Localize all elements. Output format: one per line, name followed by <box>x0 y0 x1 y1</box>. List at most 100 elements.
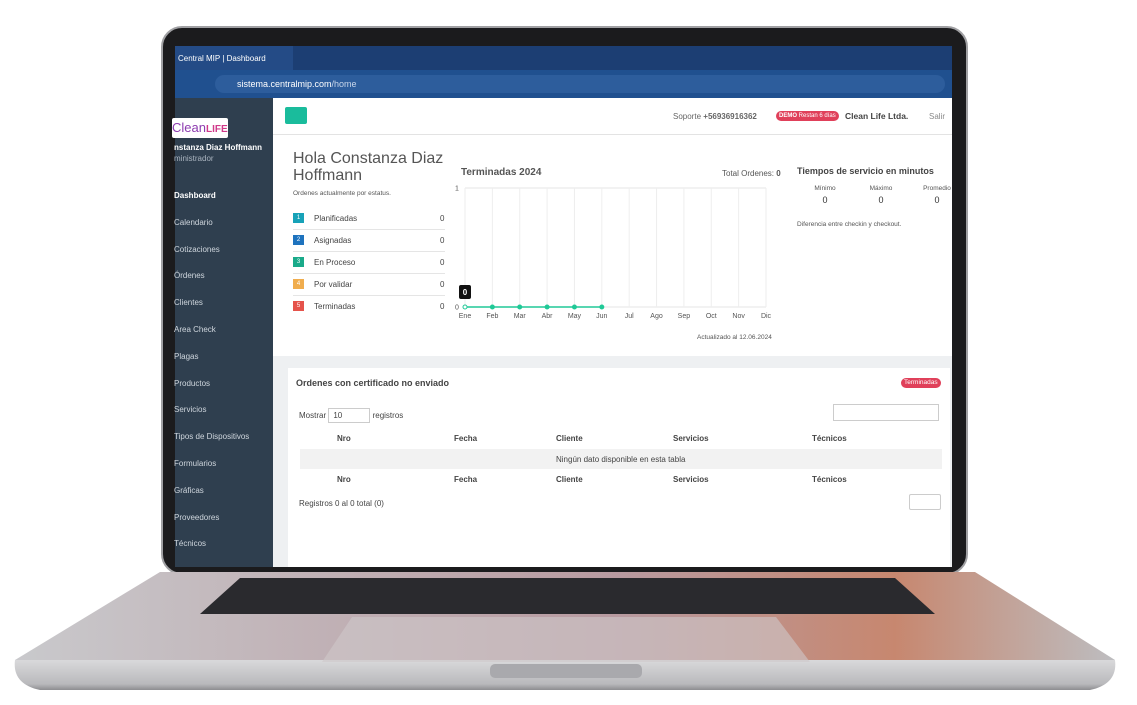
x-tick-label: Dic <box>761 313 772 320</box>
url-host: sistema.centralmip.com <box>237 79 332 89</box>
url-field[interactable] <box>215 75 945 93</box>
status-label: Terminadas <box>314 302 356 311</box>
menu-toggle[interactable] <box>285 107 307 124</box>
column-footer: Nro <box>337 475 351 484</box>
menu-item[interactable]: Gráficas <box>174 485 204 495</box>
status-badge: 5 <box>293 301 304 311</box>
menu-item[interactable]: Órdenes <box>174 271 205 281</box>
menu-item[interactable]: Plagas <box>174 351 199 361</box>
chart-updated: Actualizado al 12.06.2024 <box>697 334 772 341</box>
greeting-title: Hola Constanza Diaz Hoffmann <box>293 150 444 184</box>
user-role[interactable]: ministrador <box>174 154 214 163</box>
column-footer: Cliente <box>556 475 583 484</box>
service-label: Mínimo <box>814 185 836 192</box>
records-label: registros <box>372 411 404 420</box>
logo-a: Clean <box>172 120 206 135</box>
x-tick-label: Abr <box>542 313 554 320</box>
status-badge: 1 <box>293 213 304 223</box>
logout[interactable]: Salir <box>929 112 946 121</box>
table-info: Registros 0 al 0 total (0) <box>299 499 384 508</box>
empty-row <box>300 449 942 469</box>
menu-item[interactable]: Clientes <box>174 298 203 308</box>
status-label: Asignadas <box>314 236 352 245</box>
menu-item[interactable]: Cotizaciones <box>174 244 220 254</box>
status-count: 0 <box>440 258 445 267</box>
summary-panel: Hola Constanza Diaz Hoffmann Ordenes act… <box>273 135 952 356</box>
point <box>462 304 468 310</box>
greeting-subtitle: Ordenes actualmente por estatus. <box>293 190 391 197</box>
y-tick-label: 1 <box>455 186 459 193</box>
status-count: 0 <box>440 214 445 223</box>
page-size-control: Mostrar 10 registros <box>299 408 403 423</box>
demo-note: Restan 6 días <box>798 113 836 119</box>
point <box>489 304 495 310</box>
x-tick-label: Oct <box>706 313 717 320</box>
x-tick-label: Jun <box>596 313 607 320</box>
x-tick-label: Nov <box>732 313 745 320</box>
logo: CleanLIFE <box>172 118 228 138</box>
x-tick-label: May <box>568 313 582 320</box>
column-header: Fecha <box>454 434 478 443</box>
column-header: Servicios <box>673 434 709 443</box>
address-bar: sistema.centralmip.com/home <box>175 70 952 98</box>
url-path: /home <box>331 79 357 89</box>
empty-message: Ningún dato disponible en esta tabla <box>556 455 686 464</box>
logo-b: LIFE <box>205 124 228 135</box>
demo-badge: DEMO Restan 6 días <box>776 111 839 121</box>
menu-item[interactable]: Area Check <box>174 325 216 334</box>
sidebar: CleanLIFE nstanza Diaz Hoffmann ministra… <box>172 98 273 567</box>
tab-bar: Central MIP | Dashboard <box>175 46 952 70</box>
support: Soporte +56936916362 <box>673 112 757 121</box>
tooltip <box>459 285 471 299</box>
menu-item[interactable]: Dashboard <box>174 191 216 200</box>
column-footer: Técnicos <box>812 475 847 484</box>
service-value: 0 <box>878 195 884 205</box>
search-input[interactable] <box>833 404 939 421</box>
url: sistema.centralmip.com/home <box>237 79 357 89</box>
service-title: Tiempos de servicio en minutos <box>797 166 934 176</box>
status-count: 0 <box>440 280 445 289</box>
menu-item[interactable]: Servicios <box>174 405 207 415</box>
menu-item[interactable]: Formularios <box>174 459 217 468</box>
menu-item[interactable]: Proveedores <box>174 512 220 522</box>
pagination[interactable] <box>909 494 941 510</box>
column-header: Nro <box>337 434 351 443</box>
point <box>571 304 577 310</box>
support-phone: +56936916362 <box>703 112 757 121</box>
chart-total: Total Ordenes: 0 <box>722 169 781 178</box>
y-tick-label: 0 <box>455 305 459 312</box>
menu-item[interactable]: Calendario <box>174 217 213 227</box>
chart-title: Terminadas 2024 <box>461 167 542 178</box>
total-value: 0 <box>776 169 781 178</box>
service-label: Promedio <box>923 185 951 192</box>
x-tick-label: Mar <box>514 313 527 320</box>
demo: DEMO <box>779 113 797 119</box>
company: Clean Life Ltda. <box>845 111 909 121</box>
x-tick-label: Ene <box>459 313 472 320</box>
table-badge: Terminadas <box>901 378 941 388</box>
status-badge: 4 <box>293 279 304 289</box>
x-tick-label: Jul <box>625 313 634 320</box>
total-label: Total Ordenes: <box>722 169 775 178</box>
tab[interactable] <box>175 46 293 70</box>
page-size[interactable]: 10 <box>328 408 371 423</box>
tab-title: Central MIP | Dashboard <box>178 54 266 63</box>
status-label: Planificadas <box>314 214 358 223</box>
status-label: En Proceso <box>314 258 356 267</box>
menu-item[interactable]: Tipos de Dispositivos <box>174 432 250 442</box>
service-value: 0 <box>822 195 828 205</box>
x-tick-label: Feb <box>486 313 498 320</box>
menu-item[interactable]: Productos <box>174 378 211 388</box>
column-header: Cliente <box>556 434 583 443</box>
column-footer: Fecha <box>454 475 478 484</box>
x-tick-label: Sep <box>678 313 691 320</box>
divider <box>293 295 445 296</box>
x-tick-label: Ago <box>650 313 663 320</box>
divider <box>293 273 445 274</box>
service-note: Diferencia entre checkin y checkout. <box>797 221 902 228</box>
support-label: Soporte <box>673 112 702 121</box>
menu-item[interactable]: Técnicos <box>174 539 207 549</box>
divider <box>293 229 445 230</box>
show-label: Mostrar <box>299 411 327 420</box>
